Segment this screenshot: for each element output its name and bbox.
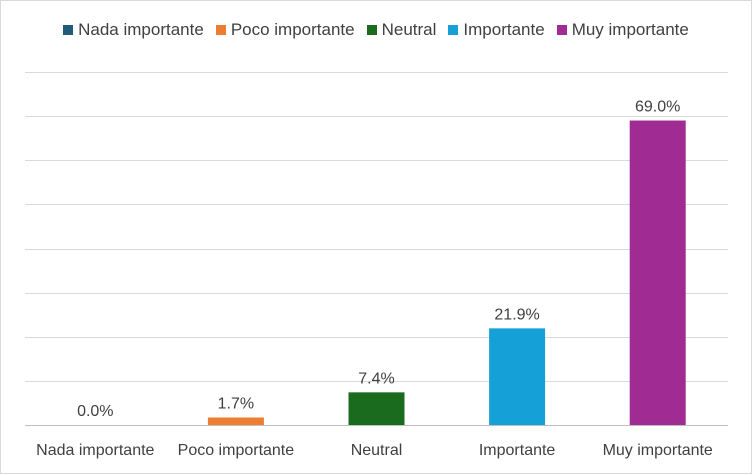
data-label-neutral: 7.4% xyxy=(358,370,394,387)
bar-importante xyxy=(489,328,546,425)
x-tick-label-nada-importante: Nada importante xyxy=(36,442,154,459)
legend-entry-nada-importante: Nada importante xyxy=(63,20,204,40)
data-label-nada-importante: 0.0% xyxy=(77,403,113,420)
data-label-importante: 21.9% xyxy=(494,306,539,323)
legend-swatch-neutral xyxy=(366,25,377,35)
bar-muy-importante xyxy=(629,120,686,425)
legend: Nada importante Poco importante Neutral … xyxy=(0,20,752,40)
bar-neutral xyxy=(348,392,405,425)
legend-swatch-muy-importante xyxy=(556,25,567,35)
x-tick-label-neutral: Neutral xyxy=(351,442,403,459)
legend-entry-importante: Importante xyxy=(448,20,545,40)
legend-label-importante: Importante xyxy=(463,20,545,39)
data-label-muy-importante: 69.0% xyxy=(635,99,680,116)
legend-swatch-poco-importante xyxy=(215,25,226,35)
x-tick-label-poco-importante: Poco importante xyxy=(178,442,295,459)
legend-label-nada-importante: Nada importante xyxy=(78,20,204,39)
bar-poco-importante xyxy=(207,417,264,425)
legend-label-poco-importante: Poco importante xyxy=(230,20,355,39)
legend-label-neutral: Neutral xyxy=(381,20,437,39)
data-label-poco-importante: 1.7% xyxy=(218,395,254,412)
legend-label-muy-importante: Muy importante xyxy=(571,20,689,39)
legend-entry-neutral: Neutral xyxy=(366,20,437,40)
legend-entry-poco-importante: Poco importante xyxy=(215,20,355,40)
x-tick-label-muy-importante: Muy importante xyxy=(603,442,713,459)
legend-entry-muy-importante: Muy importante xyxy=(556,20,689,40)
x-tick-label-importante: Importante xyxy=(479,442,556,459)
legend-swatch-nada-importante xyxy=(63,25,74,35)
legend-swatch-importante xyxy=(448,25,459,35)
